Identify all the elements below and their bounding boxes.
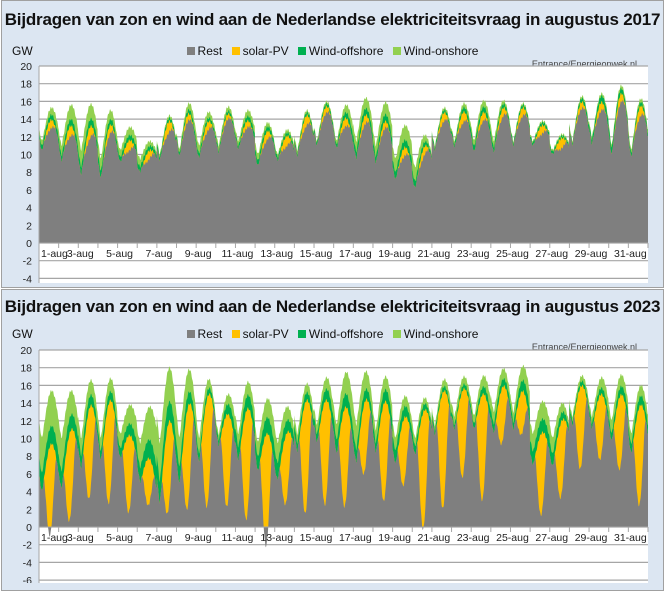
- x-tick-label: 7-aug: [145, 532, 172, 544]
- legend-label: Rest: [197, 44, 223, 58]
- x-tick-label: 15-aug: [300, 248, 333, 260]
- x-tick-label: 7-aug: [145, 248, 172, 260]
- y-tick-label: 16: [20, 380, 32, 392]
- source-label: Entrance/Energieopwek.nl: [531, 59, 637, 69]
- legend-label: Wind-onshore: [403, 44, 479, 58]
- legend-swatch: [297, 47, 306, 55]
- legend: Rest solar-PV Wind-offshore Wind-onshore: [2, 44, 663, 58]
- legend-swatch: [186, 330, 195, 338]
- y-tick-label: -4: [23, 557, 32, 569]
- legend-label: Wind-onshore: [403, 327, 479, 341]
- x-tick-label: 31-aug: [614, 248, 647, 260]
- x-tick-label: 9-aug: [185, 248, 212, 260]
- y-tick-label: 2: [26, 220, 32, 232]
- x-tick-label: 15-aug: [300, 532, 333, 544]
- legend-swatch: [392, 47, 401, 55]
- y-tick-label: 10: [20, 150, 32, 162]
- y-tick-label: 18: [20, 79, 32, 91]
- x-tick-label: 23-aug: [457, 532, 490, 544]
- legend-swatch: [231, 330, 240, 338]
- series-rest-area: [39, 397, 648, 548]
- y-tick-label: 0: [26, 522, 32, 534]
- x-tick-label: 21-aug: [418, 248, 451, 260]
- y-tick-label: 2: [26, 504, 32, 516]
- x-tick-label: 13-aug: [260, 248, 293, 260]
- legend-item-solar: solar-PV: [231, 327, 289, 341]
- legend-label: Rest: [197, 327, 223, 341]
- y-tick-label: 12: [20, 416, 32, 428]
- legend-item-onshore: Wind-onshore: [392, 327, 479, 341]
- y-tick-label: 8: [26, 451, 32, 463]
- x-tick-label: 17-aug: [339, 532, 372, 544]
- y-tick-label: 14: [20, 114, 32, 126]
- y-tick-label: 6: [26, 469, 32, 481]
- y-tick-label: 14: [20, 398, 32, 410]
- x-tick-label: 3-aug: [67, 532, 94, 544]
- y-axis-label: GW: [12, 327, 33, 341]
- x-tick-label: 19-aug: [378, 532, 411, 544]
- y-tick-label: 12: [20, 132, 32, 144]
- x-tick-label: 21-aug: [418, 532, 451, 544]
- legend-label: solar-PV: [242, 44, 289, 58]
- y-tick-label: -2: [23, 540, 32, 552]
- x-tick-label: 17-aug: [339, 248, 372, 260]
- legend-label: Wind-offshore: [308, 44, 384, 58]
- x-tick-label: 29-aug: [575, 532, 608, 544]
- y-tick-label: 6: [26, 185, 32, 197]
- legend-swatch: [392, 330, 401, 338]
- legend-item-solar: solar-PV: [231, 44, 289, 58]
- y-tick-label: 4: [26, 487, 32, 499]
- x-tick-label: 1-aug: [41, 532, 68, 544]
- legend-label: Wind-offshore: [308, 327, 384, 341]
- x-tick-label: 19-aug: [378, 248, 411, 260]
- y-tick-label: 8: [26, 167, 32, 179]
- x-tick-label: 29-aug: [575, 248, 608, 260]
- legend-item-rest: Rest: [186, 327, 223, 341]
- legend-label: solar-PV: [242, 327, 289, 341]
- x-tick-label: 11-aug: [221, 532, 253, 544]
- y-tick-label: -2: [23, 256, 32, 268]
- source-label: Entrance/Energieopwek.nl: [531, 342, 637, 352]
- y-tick-label: 18: [20, 363, 32, 375]
- legend-item-offshore: Wind-offshore: [297, 327, 384, 341]
- y-tick-label: 10: [20, 434, 32, 446]
- x-tick-label: 5-aug: [106, 532, 133, 544]
- x-tick-label: 11-aug: [221, 248, 253, 260]
- y-tick-label: -6: [23, 575, 32, 583]
- legend-swatch: [186, 47, 195, 55]
- x-tick-label: 31-aug: [614, 532, 647, 544]
- x-tick-label: 27-aug: [535, 248, 568, 260]
- x-tick-label: 9-aug: [185, 532, 212, 544]
- x-tick-label: 13-aug: [260, 532, 293, 544]
- x-tick-label: 25-aug: [496, 532, 529, 544]
- legend-swatch: [231, 47, 240, 55]
- y-tick-label: -4: [23, 273, 32, 285]
- x-tick-label: 5-aug: [106, 248, 133, 260]
- x-tick-label: 27-aug: [535, 532, 568, 544]
- y-tick-label: 0: [26, 238, 32, 250]
- y-tick-label: 20: [20, 345, 32, 357]
- chart-title: Bijdragen van zon en wind aan de Nederla…: [4, 297, 661, 316]
- x-tick-label: 23-aug: [457, 248, 490, 260]
- legend-item-onshore: Wind-onshore: [392, 44, 479, 58]
- legend-swatch: [297, 330, 306, 338]
- legend-item-rest: Rest: [186, 44, 223, 58]
- x-tick-label: 3-aug: [67, 248, 94, 260]
- x-tick-label: 1-aug: [41, 248, 68, 260]
- y-tick-label: 4: [26, 203, 32, 215]
- legend-item-offshore: Wind-offshore: [297, 44, 384, 58]
- series-rest-area: [39, 99, 648, 243]
- x-tick-label: 25-aug: [496, 248, 529, 260]
- chart-title: Bijdragen van zon en wind aan de Nederla…: [4, 10, 661, 29]
- y-tick-label: 20: [20, 61, 32, 73]
- y-axis-label: GW: [12, 44, 33, 58]
- legend: Rest solar-PV Wind-offshore Wind-onshore: [2, 327, 663, 341]
- y-tick-label: 16: [20, 96, 32, 108]
